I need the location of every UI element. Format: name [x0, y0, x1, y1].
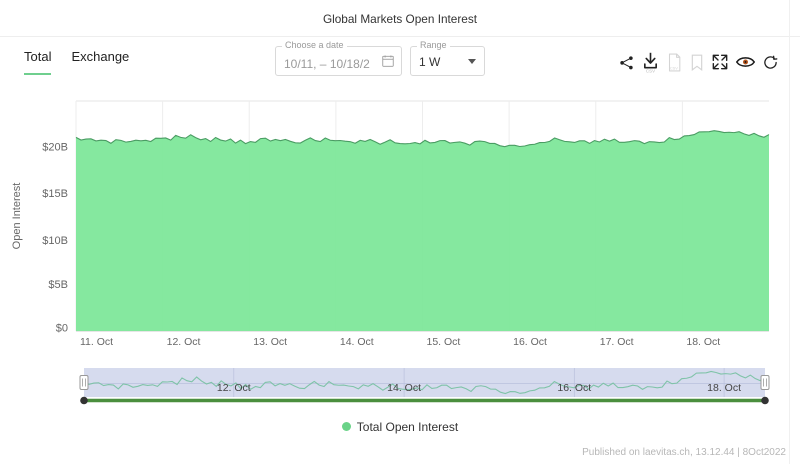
svg-text:12. Oct: 12. Oct — [167, 336, 201, 348]
svg-text:$5B: $5B — [48, 279, 68, 291]
svg-text:18. Oct: 18. Oct — [686, 336, 720, 348]
svg-text:12. Oct: 12. Oct — [217, 382, 251, 394]
svg-text:$10B: $10B — [42, 235, 68, 247]
svg-text:$0: $0 — [56, 323, 68, 335]
svg-text:14. Oct: 14. Oct — [340, 336, 374, 348]
svg-text:17. Oct: 17. Oct — [600, 336, 634, 348]
svg-text:Open Interest: Open Interest — [11, 183, 23, 250]
svg-text:16. Oct: 16. Oct — [513, 336, 547, 348]
svg-text:14. Oct: 14. Oct — [387, 382, 421, 394]
svg-text:18. Oct: 18. Oct — [707, 382, 741, 394]
svg-text:$15B: $15B — [42, 188, 68, 200]
svg-text:$20B: $20B — [42, 142, 68, 154]
svg-text:13. Oct: 13. Oct — [253, 336, 287, 348]
svg-text:11. Oct: 11. Oct — [80, 336, 113, 348]
svg-text:16. Oct: 16. Oct — [557, 382, 591, 394]
svg-text:15. Oct: 15. Oct — [427, 336, 461, 348]
